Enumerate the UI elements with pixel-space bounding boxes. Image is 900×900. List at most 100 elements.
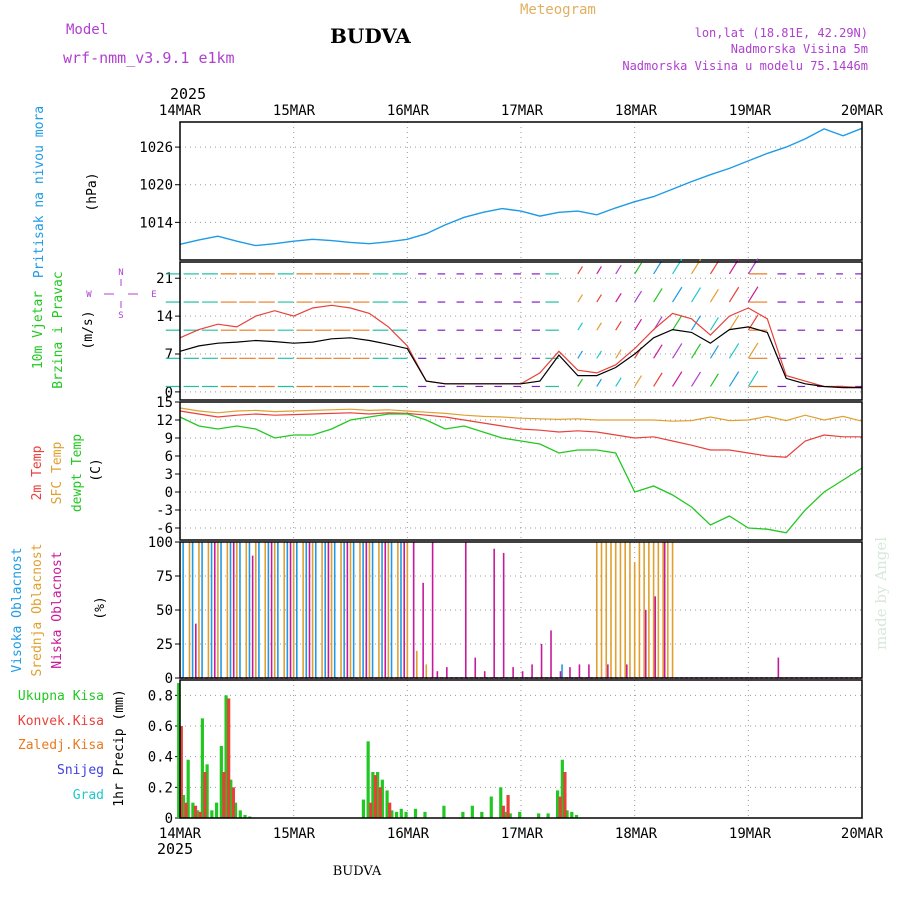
date-tick-label: 18MAR <box>615 826 658 842</box>
precip-bar <box>181 795 186 818</box>
date-tick-label: 20MAR <box>841 103 884 119</box>
model-label: Model <box>66 22 108 38</box>
wind-arrow <box>577 322 583 331</box>
wind-arrow <box>596 322 602 331</box>
wind-arrow <box>634 318 643 331</box>
y-tick-label: 1026 <box>139 140 173 156</box>
wind-arrow <box>709 345 719 359</box>
y-tick-label: 100 <box>148 535 173 551</box>
precip-bar <box>390 810 394 818</box>
date-tick-label: 16MAR <box>387 826 430 842</box>
wind-arrow <box>653 344 663 359</box>
wind-arrow <box>615 377 622 387</box>
date-tick-label: 16MAR <box>387 103 430 119</box>
y-tick-label: 1020 <box>139 178 173 194</box>
wind-arrow <box>728 343 740 359</box>
year-bottom: 2025 <box>157 840 193 858</box>
date-tick-label: 20MAR <box>841 826 884 842</box>
precip-bar <box>227 698 231 818</box>
precip-bar <box>229 779 233 818</box>
precip-bar <box>570 811 574 818</box>
panel-frame <box>179 261 863 401</box>
precip-bar <box>361 799 366 818</box>
wind-speed-line <box>179 326 862 389</box>
precip-bar <box>380 779 384 818</box>
precip-bar <box>499 787 503 818</box>
compass-rose: N S W E <box>86 268 156 321</box>
bottom-date-axis: 14MAR 15MAR 16MAR 17MAR 18MAR 19MAR 20MA… <box>159 826 884 842</box>
wind-arrow <box>615 292 622 303</box>
temperature-panel: -6 -3 0 3 6 9 12 15 <box>156 395 863 541</box>
altitude-text: Nadmorska Visina 5m <box>731 42 868 56</box>
wind-arrow <box>672 343 683 359</box>
date-tick-label: 14MAR <box>159 103 202 119</box>
precip-bar <box>565 810 569 818</box>
y-tick-label: 0.6 <box>148 719 173 735</box>
precip-bar <box>196 810 200 818</box>
y-tick-label: 0.8 <box>148 688 173 704</box>
precip-bar <box>423 811 427 818</box>
cloud-ylabel-low: Niska Oblacnost <box>50 551 65 668</box>
y-tick-label: -6 <box>156 521 173 537</box>
precip-bar <box>222 772 226 818</box>
dewpt-line <box>179 413 863 534</box>
precip-bar <box>238 810 242 818</box>
precip-bar <box>203 772 207 818</box>
precip-bar <box>442 805 446 818</box>
precip-bar <box>394 811 399 818</box>
precip-bar <box>366 741 370 818</box>
precip-bar <box>210 810 214 818</box>
wind-arrow <box>653 288 663 303</box>
wind-arrow <box>615 321 622 331</box>
wind-arrow <box>577 266 583 275</box>
precip-bar <box>219 745 223 818</box>
pressure-panel: 1014 1020 1026 <box>139 121 863 261</box>
precip-bar <box>186 759 190 818</box>
wind-arrow <box>615 349 622 359</box>
y-tick-label: 0 <box>165 811 173 827</box>
wind-ylabel-2: Brzina i Pravac <box>51 271 66 388</box>
date-tick-label: 17MAR <box>501 103 544 119</box>
sfc-temp-line <box>179 407 863 422</box>
credit-text: made by Angel <box>872 537 890 650</box>
precip-bar <box>378 787 382 818</box>
date-tick-label: 19MAR <box>729 826 772 842</box>
compass-s: S <box>118 311 123 321</box>
legend-conv-rain: Konvek.Kisa <box>18 714 104 729</box>
precip-ylabel: 1hr Precip (mm) <box>112 689 127 806</box>
y-tick-label: 14 <box>156 309 173 325</box>
precip-bar <box>373 775 378 818</box>
y-tick-label: 50 <box>156 603 173 619</box>
precip-bar <box>198 811 202 818</box>
precip-bar <box>205 764 209 818</box>
y-tick-label: 6 <box>165 449 173 465</box>
wind-arrow <box>596 294 602 303</box>
wind-arrow <box>596 378 602 387</box>
legend-total-rain: Ukupna Kisa <box>18 689 104 704</box>
date-tick-label: 15MAR <box>273 103 316 119</box>
date-tick-label: 14MAR <box>159 826 202 842</box>
wind-arrow <box>577 350 583 359</box>
precip-bar <box>501 805 505 818</box>
compass-w: W <box>86 290 92 300</box>
station-title: BUDVA <box>330 24 411 48</box>
wind-arrow <box>728 371 740 387</box>
precip-bar <box>574 814 579 818</box>
precip-bar <box>224 695 228 818</box>
legend-snow: Snijeg <box>57 763 104 778</box>
wind-arrow <box>747 286 759 303</box>
panel-frame <box>179 541 863 679</box>
precip-bar <box>243 814 247 818</box>
cloud-ylabel-mid: Srednja Oblacnost <box>30 543 45 676</box>
y-tick-label: 25 <box>156 637 173 653</box>
wind-arrow <box>615 264 622 275</box>
precip-bar <box>563 772 567 818</box>
wind-arrow <box>596 266 602 275</box>
y-tick-label: 12 <box>156 413 173 429</box>
y-tick-label: 0 <box>165 671 173 687</box>
wind-arrow <box>577 294 583 303</box>
precip-bar <box>404 811 408 818</box>
precip-bar <box>385 790 389 818</box>
wind-panel: 0 7 14 21 <box>156 258 863 401</box>
